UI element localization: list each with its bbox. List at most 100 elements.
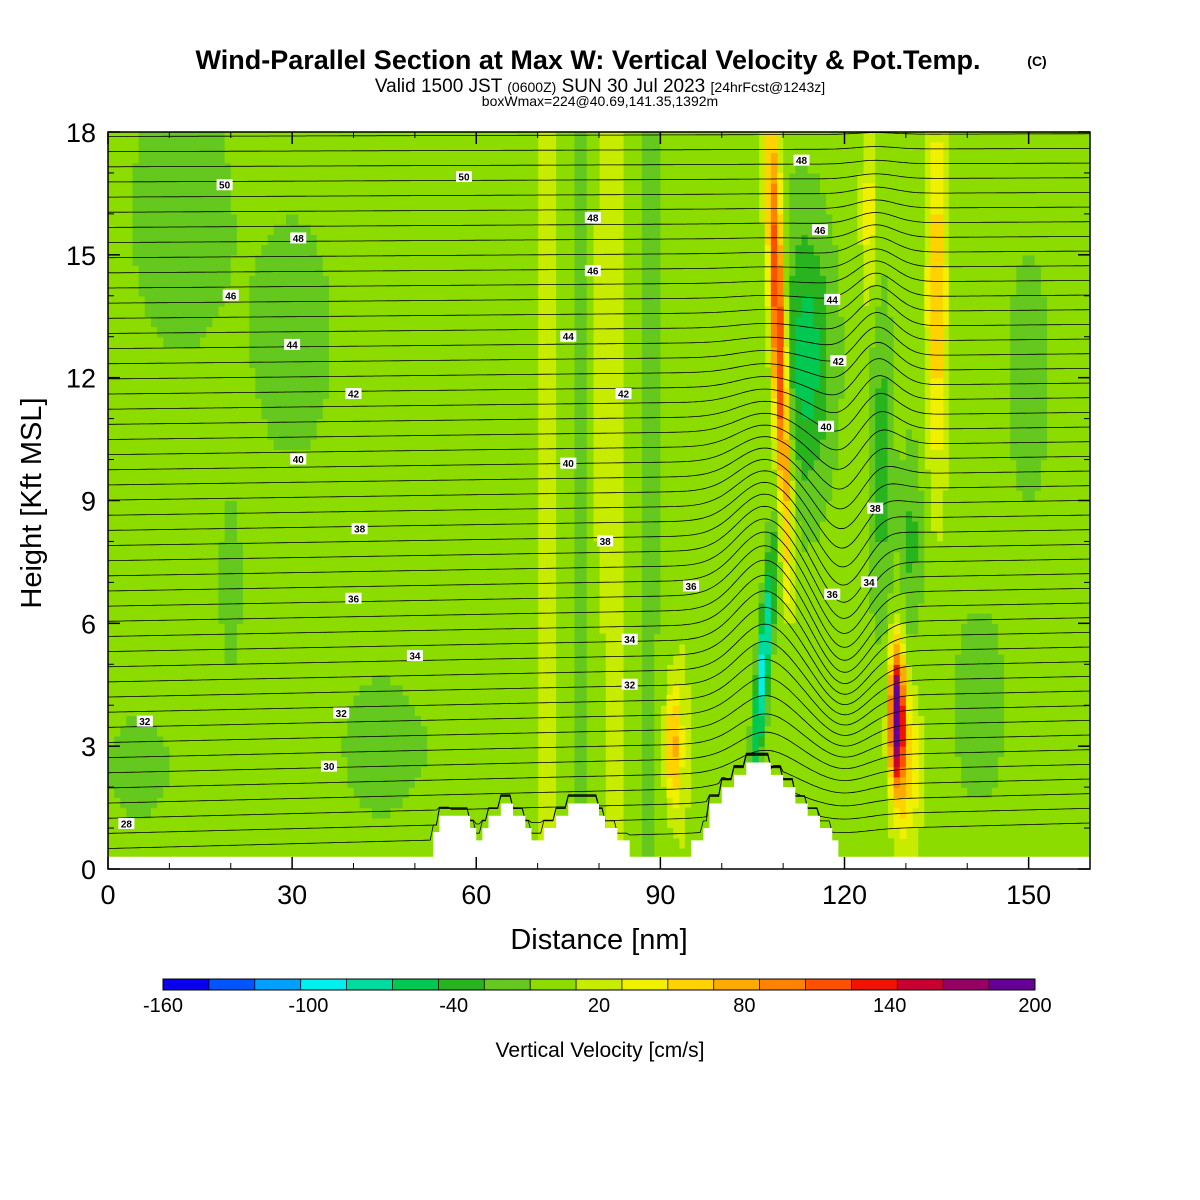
velocity-cell bbox=[243, 336, 250, 348]
velocity-cell bbox=[224, 705, 232, 717]
velocity-cell bbox=[445, 387, 453, 399]
velocity-cell bbox=[310, 664, 318, 676]
velocity-cell bbox=[181, 234, 189, 246]
velocity-cell bbox=[304, 152, 312, 164]
velocity-cell bbox=[371, 654, 379, 665]
velocity-cell bbox=[408, 510, 416, 522]
velocity-cell bbox=[488, 735, 496, 747]
velocity-cell bbox=[298, 193, 306, 205]
velocity-cell bbox=[175, 787, 183, 798]
velocity-cell bbox=[285, 817, 293, 829]
velocity-cell bbox=[224, 490, 232, 502]
velocity-cell bbox=[378, 551, 385, 563]
velocity-cell bbox=[150, 254, 158, 266]
velocity-cell bbox=[439, 234, 447, 246]
velocity-cell bbox=[187, 408, 195, 420]
velocity-cell bbox=[218, 387, 226, 399]
velocity-cell bbox=[243, 224, 250, 235]
velocity-cell bbox=[249, 592, 256, 604]
velocity-cell bbox=[439, 439, 447, 450]
velocity-cell bbox=[138, 633, 146, 645]
velocity-cell bbox=[433, 408, 441, 420]
velocity-cell bbox=[224, 756, 232, 768]
velocity-cell bbox=[500, 367, 508, 379]
velocity-cell bbox=[261, 193, 269, 205]
velocity-cell bbox=[531, 633, 539, 645]
velocity-cell bbox=[175, 480, 183, 491]
velocity-cell bbox=[445, 613, 453, 624]
velocity-cell bbox=[255, 746, 263, 758]
velocity-cell bbox=[298, 746, 306, 758]
velocity-cell bbox=[132, 787, 140, 798]
velocity-cell bbox=[371, 797, 379, 809]
velocity-cell bbox=[347, 828, 355, 839]
velocity-cell bbox=[494, 469, 502, 481]
velocity-cell bbox=[365, 787, 373, 798]
velocity-cell bbox=[292, 254, 299, 266]
velocity-cell bbox=[445, 520, 453, 532]
velocity-cell bbox=[230, 766, 238, 778]
velocity-cell bbox=[273, 746, 281, 758]
velocity-cell bbox=[175, 183, 183, 195]
velocity-cell bbox=[457, 715, 465, 727]
velocity-cell bbox=[500, 694, 508, 706]
velocity-cell bbox=[347, 480, 355, 491]
velocity-cell bbox=[347, 275, 355, 287]
velocity-cell bbox=[396, 254, 404, 266]
velocity-cell bbox=[414, 613, 422, 624]
velocity-cell bbox=[249, 428, 256, 440]
velocity-cell bbox=[476, 643, 483, 655]
velocity-cell bbox=[427, 602, 434, 614]
velocity-cell bbox=[138, 428, 146, 440]
velocity-cell bbox=[255, 162, 263, 174]
velocity-cell bbox=[359, 633, 367, 645]
velocity-cell bbox=[347, 715, 355, 727]
velocity-cell bbox=[433, 602, 441, 614]
velocity-cell bbox=[138, 694, 146, 706]
velocity-cell bbox=[132, 408, 140, 420]
velocity-cell bbox=[408, 592, 416, 604]
velocity-cell bbox=[316, 183, 324, 195]
velocity-cell bbox=[298, 213, 306, 225]
velocity-cell bbox=[421, 152, 428, 164]
velocity-cell bbox=[347, 439, 355, 450]
velocity-cell bbox=[206, 480, 213, 491]
velocity-cell bbox=[169, 551, 177, 563]
velocity-cell bbox=[476, 531, 483, 543]
velocity-cell bbox=[126, 265, 134, 276]
velocity-cell bbox=[396, 684, 404, 696]
velocity-cell bbox=[169, 213, 177, 225]
velocity-cell bbox=[463, 664, 471, 676]
velocity-cell bbox=[335, 418, 342, 430]
velocity-cell bbox=[494, 725, 502, 737]
velocity-cell bbox=[261, 766, 269, 778]
velocity-cell bbox=[304, 776, 312, 788]
velocity-cell bbox=[132, 735, 140, 747]
velocity-cell bbox=[163, 807, 170, 819]
velocity-cell bbox=[322, 705, 330, 717]
velocity-cell bbox=[439, 541, 447, 553]
velocity-cell bbox=[200, 787, 207, 798]
velocity-cell bbox=[335, 480, 342, 491]
velocity-cell bbox=[230, 531, 238, 543]
velocity-cell bbox=[249, 828, 256, 839]
velocity-cell bbox=[488, 500, 496, 512]
velocity-cell bbox=[476, 480, 483, 491]
velocity-cell bbox=[414, 469, 422, 481]
velocity-cell bbox=[163, 346, 170, 358]
velocity-cell bbox=[273, 428, 281, 440]
velocity-cell bbox=[390, 336, 398, 348]
velocity-cell bbox=[414, 295, 422, 307]
velocity-cell bbox=[114, 408, 121, 420]
velocity-cell bbox=[144, 224, 152, 235]
velocity-cell bbox=[427, 531, 434, 543]
velocity-cell bbox=[285, 746, 293, 758]
velocity-cell bbox=[365, 275, 373, 287]
velocity-cell bbox=[285, 295, 293, 307]
velocity-cell bbox=[396, 306, 404, 317]
velocity-cell bbox=[279, 213, 287, 225]
velocity-cell bbox=[390, 418, 398, 430]
velocity-cell bbox=[322, 377, 330, 389]
velocity-cell bbox=[506, 295, 514, 307]
velocity-cell bbox=[421, 561, 428, 573]
